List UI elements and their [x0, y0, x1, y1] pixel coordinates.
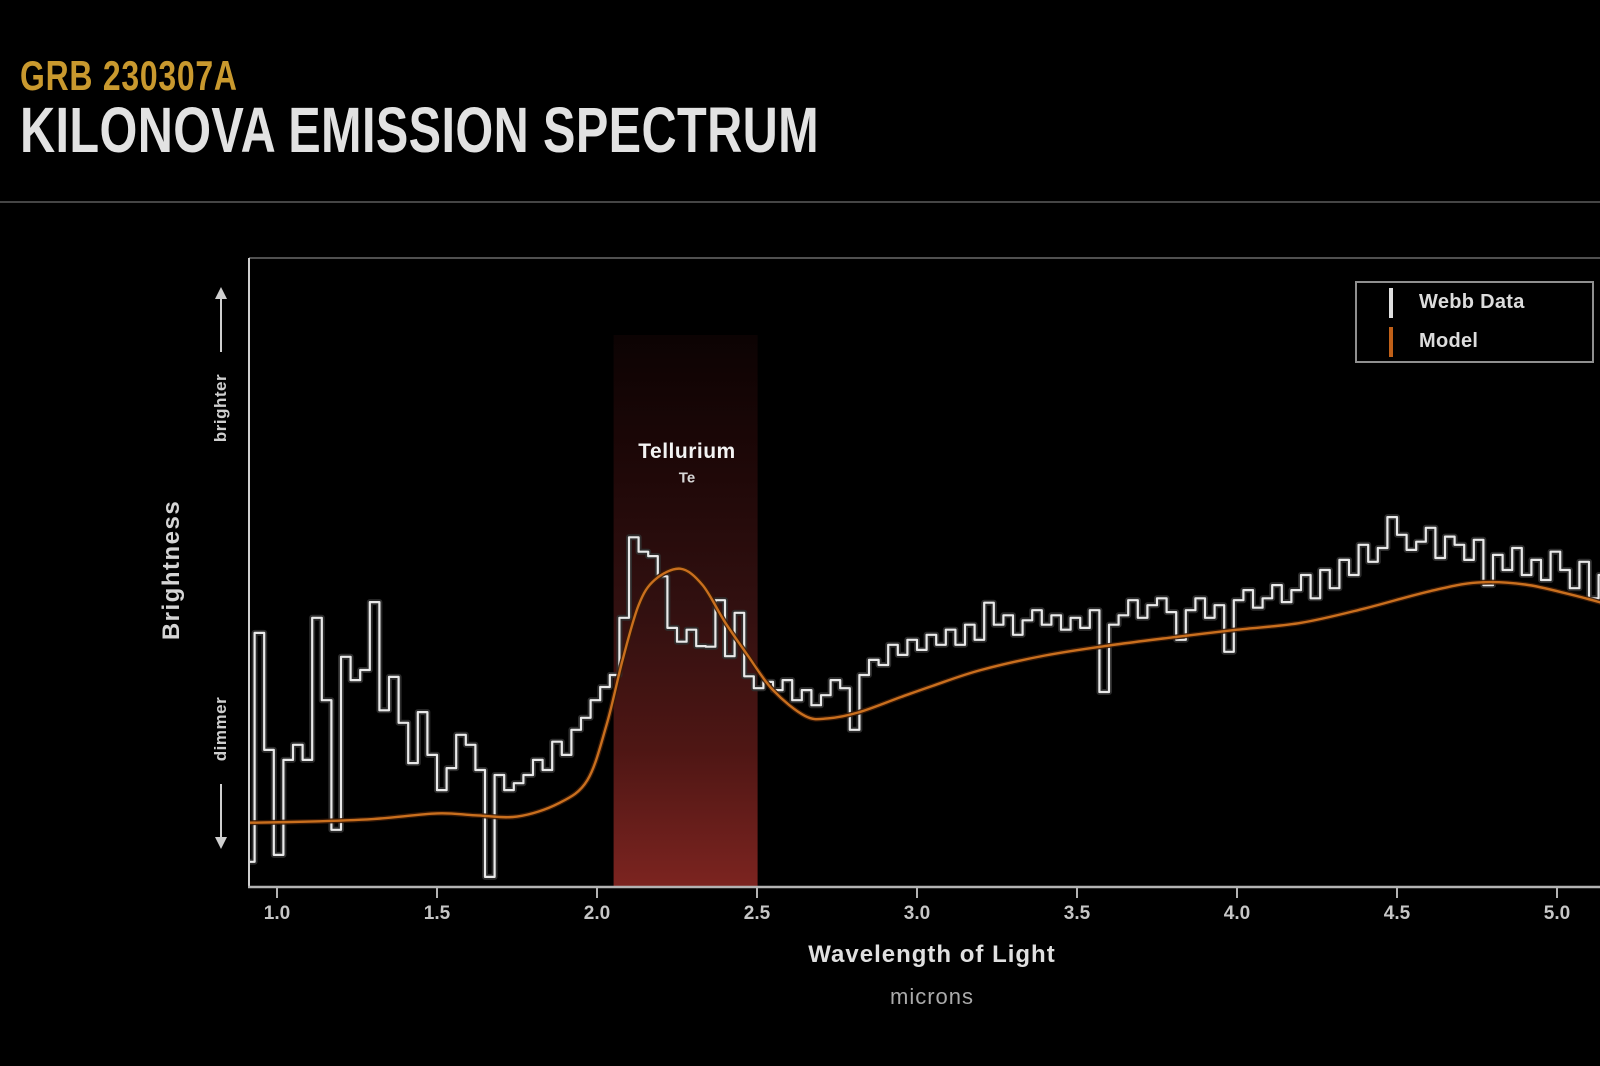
- x-axis-title: Wavelength of Light: [808, 941, 1056, 968]
- dimmer-arrow-line: [220, 784, 222, 838]
- legend-label-webb-data: Webb Data: [1419, 291, 1525, 313]
- tellurium-symbol-label: Te: [678, 469, 696, 487]
- x-tick-label: 2.0: [583, 903, 611, 924]
- legend: Webb Data Model: [1355, 281, 1594, 363]
- legend-item-model: Model: [1357, 322, 1592, 361]
- dimmer-arrow-down-icon: [215, 837, 227, 849]
- webb-data-series-halo: [249, 514, 1600, 880]
- webb-data-swatch-icon: [1389, 287, 1393, 318]
- model-series: [249, 567, 1600, 824]
- y-axis-lower-hint: dimmer: [211, 696, 230, 762]
- x-tick-label: 2.5: [743, 903, 771, 924]
- y-axis-title: Brightness: [158, 499, 185, 641]
- x-tick-label: 5.0: [1543, 903, 1571, 924]
- x-tick-label: 4.0: [1223, 903, 1251, 924]
- legend-label-model: Model: [1419, 330, 1479, 352]
- x-tick-label: 3.5: [1063, 903, 1091, 924]
- brighter-arrow-up-icon: [215, 287, 227, 299]
- tellurium-band-label: Tellurium: [638, 440, 736, 463]
- x-tick-label: 3.0: [903, 903, 931, 924]
- brighter-arrow-line: [220, 298, 222, 352]
- x-axis-unit-label: microns: [889, 984, 975, 1009]
- x-tick-label: 1.5: [423, 903, 451, 924]
- page-title: KILONOVA EMISSION SPECTRUM: [20, 94, 819, 166]
- x-tick-label: 4.5: [1383, 903, 1411, 924]
- legend-item-webb-data: Webb Data: [1357, 283, 1592, 322]
- y-axis-upper-hint: brighter: [211, 373, 230, 443]
- grb-id-label: GRB 230307A: [20, 52, 238, 99]
- header-divider: [0, 201, 1600, 203]
- x-tick-label: 1.0: [263, 903, 291, 924]
- model-swatch-icon: [1389, 326, 1393, 357]
- webb-data-series: [249, 516, 1600, 878]
